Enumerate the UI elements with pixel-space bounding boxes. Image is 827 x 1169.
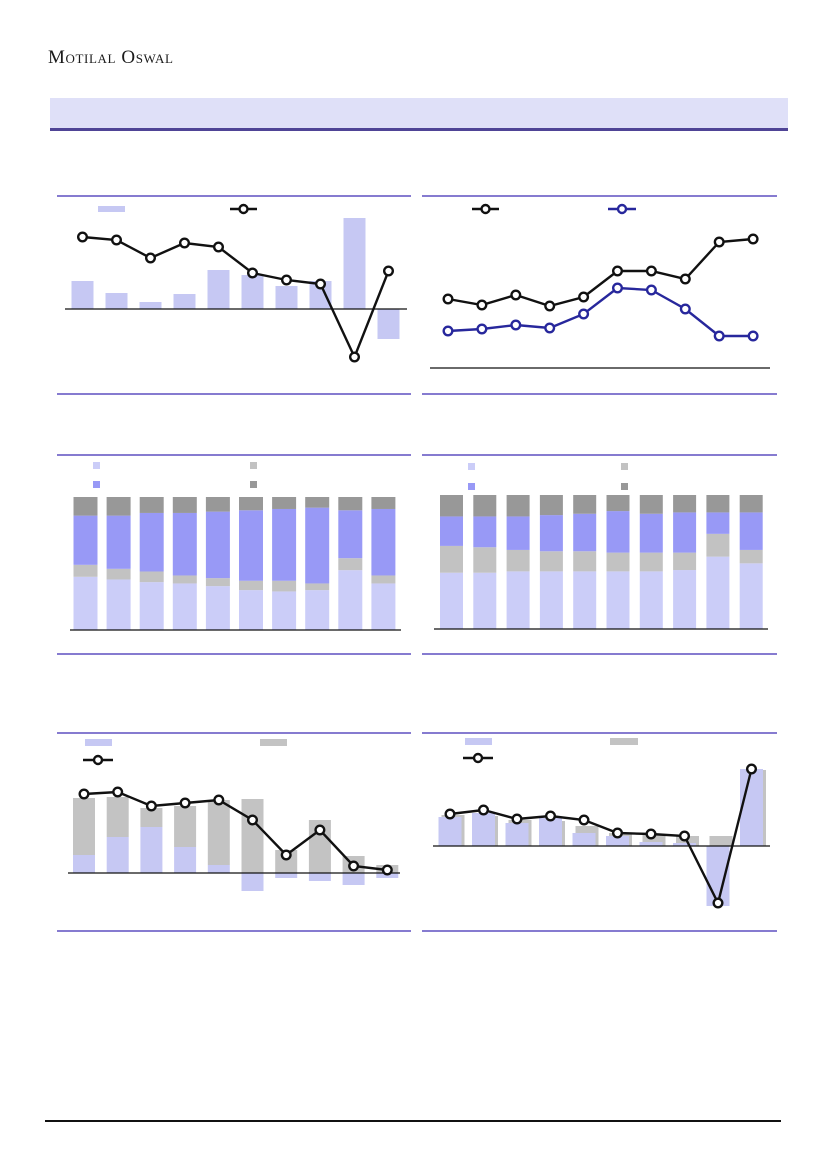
legend-bar-swatch [610,738,638,745]
stacked-bar-series [440,495,763,629]
chart-canvas-stacked-100-right [422,454,777,655]
title-banner [50,98,788,131]
footer-rule [45,1120,781,1122]
chart-legend [83,739,287,766]
legend-square-swatch [93,462,100,469]
chart-legend [472,203,636,215]
chart-frame-rules [422,732,777,932]
lavender-bar-series [438,769,763,906]
chart-canvas-dual-line [422,195,777,395]
legend-line-swatch [463,752,493,764]
legend-square-swatch [250,462,257,469]
line-series [78,786,393,876]
line-series [444,763,758,909]
brand-logo: Motilal Oswal [48,47,174,68]
chart-frame-rules [57,732,411,932]
chart-combo-bar-line [57,195,411,395]
bar-series [71,218,400,339]
chart-frame-rules [422,454,777,655]
line-series-navy [442,282,759,342]
stacked-bar-series [73,497,396,630]
legend-line-swatch [472,203,499,215]
legend-bar-swatch [260,739,287,746]
chart-stacked-100-left [57,454,411,655]
legend-square-swatch [621,463,628,470]
legend-square-swatch [250,481,257,488]
chart-stacked-bar-line [57,732,411,932]
legend-line-swatch [230,203,257,215]
chart-legend [463,738,638,764]
legend-bar-swatch [465,738,492,745]
legend-square-swatch [468,463,475,470]
chart-canvas-stacked-100-left [57,454,411,655]
legend-square-swatch [93,481,100,488]
legend-square-swatch [468,483,475,490]
chart-legend [98,203,257,215]
legend-square-swatch [621,483,628,490]
chart-canvas-overlap-bar-line [422,732,777,932]
chart-frame-rules [422,195,777,395]
legend-bar-swatch [85,739,112,746]
chart-canvas-stacked-bar-line [57,732,411,932]
chart-frame-rules [57,454,411,655]
chart-frame-rules [57,195,411,395]
chart-legend [468,463,628,490]
chart-canvas-combo-bar-line [57,195,411,395]
line-series-black [442,233,759,312]
chart-overlap-bar-line [422,732,777,932]
legend-line-swatch [608,203,636,215]
line-series [77,231,395,363]
legend-bar-swatch [98,206,125,212]
chart-legend [93,462,257,488]
chart-dual-line [422,195,777,395]
chart-stacked-100-right [422,454,777,655]
legend-line-swatch [83,754,113,766]
